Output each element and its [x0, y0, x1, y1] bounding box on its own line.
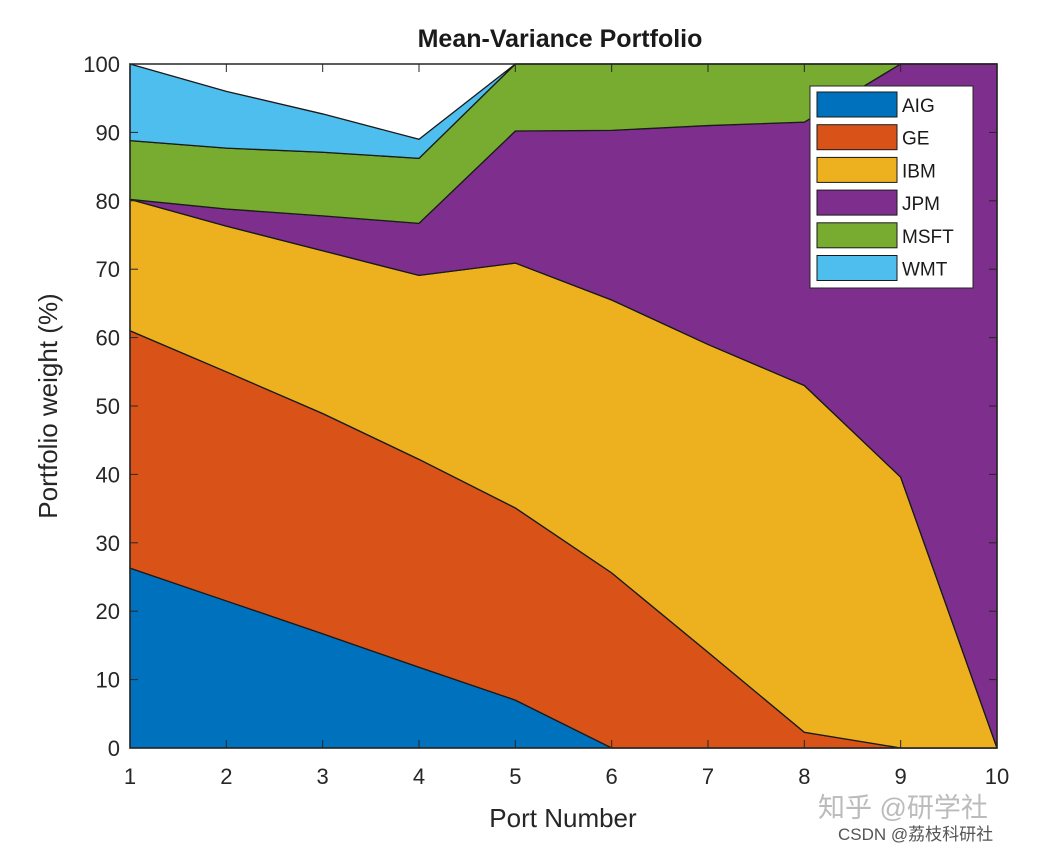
- x-tick-label: 6: [606, 764, 618, 789]
- legend-label-wmt: WMT: [902, 260, 948, 281]
- y-tick-label: 80: [96, 189, 120, 214]
- legend: AIG GE IBM JPM MSFT WMT: [809, 85, 974, 289]
- y-tick-label: 90: [96, 120, 120, 145]
- x-tick-label: 8: [798, 764, 810, 789]
- y-tick-label: 100: [83, 52, 120, 77]
- y-tick-label: 30: [96, 531, 120, 556]
- y-tick-label: 20: [96, 599, 120, 624]
- chart-title: Mean-Variance Portfolio: [418, 25, 703, 53]
- legend-swatch-aig: [816, 91, 898, 118]
- y-tick-label: 60: [96, 326, 120, 351]
- plot-areas: [129, 63, 998, 749]
- legend-label-ibm: IBM: [902, 161, 936, 182]
- x-tick-label: 1: [124, 764, 136, 789]
- y-tick-label: 70: [96, 257, 120, 282]
- legend-label-aig: AIG: [902, 96, 935, 117]
- x-tick-label: 5: [509, 764, 521, 789]
- legend-swatch-msft: [816, 222, 898, 249]
- legend-label-ge: GE: [902, 129, 929, 150]
- y-tick-label: 50: [96, 394, 120, 419]
- x-tick-label: 7: [702, 764, 714, 789]
- watermark-csdn: CSDN @荔枝科研社: [838, 825, 994, 844]
- x-tick-label: 4: [413, 764, 425, 789]
- legend-label-msft: MSFT: [902, 227, 954, 248]
- y-axis-label: Portfolio weight (%): [33, 293, 63, 518]
- watermark-zhihu: 知乎 @研学社: [818, 793, 988, 823]
- x-tick-label: 9: [895, 764, 907, 789]
- legend-swatch-ge: [816, 124, 898, 151]
- y-tick-label: 40: [96, 462, 120, 487]
- x-axis-label: Port Number: [489, 803, 637, 833]
- x-tick-label: 10: [985, 764, 1009, 789]
- legend-label-jpm: JPM: [902, 194, 940, 215]
- y-tick-label: 10: [96, 668, 120, 693]
- y-tick-label: 0: [108, 736, 120, 761]
- legend-swatch-wmt: [816, 255, 898, 281]
- x-tick-label: 2: [220, 764, 232, 789]
- x-tick-label: 3: [317, 764, 329, 789]
- legend-swatch-jpm: [816, 189, 898, 216]
- legend-swatch-ibm: [816, 156, 898, 183]
